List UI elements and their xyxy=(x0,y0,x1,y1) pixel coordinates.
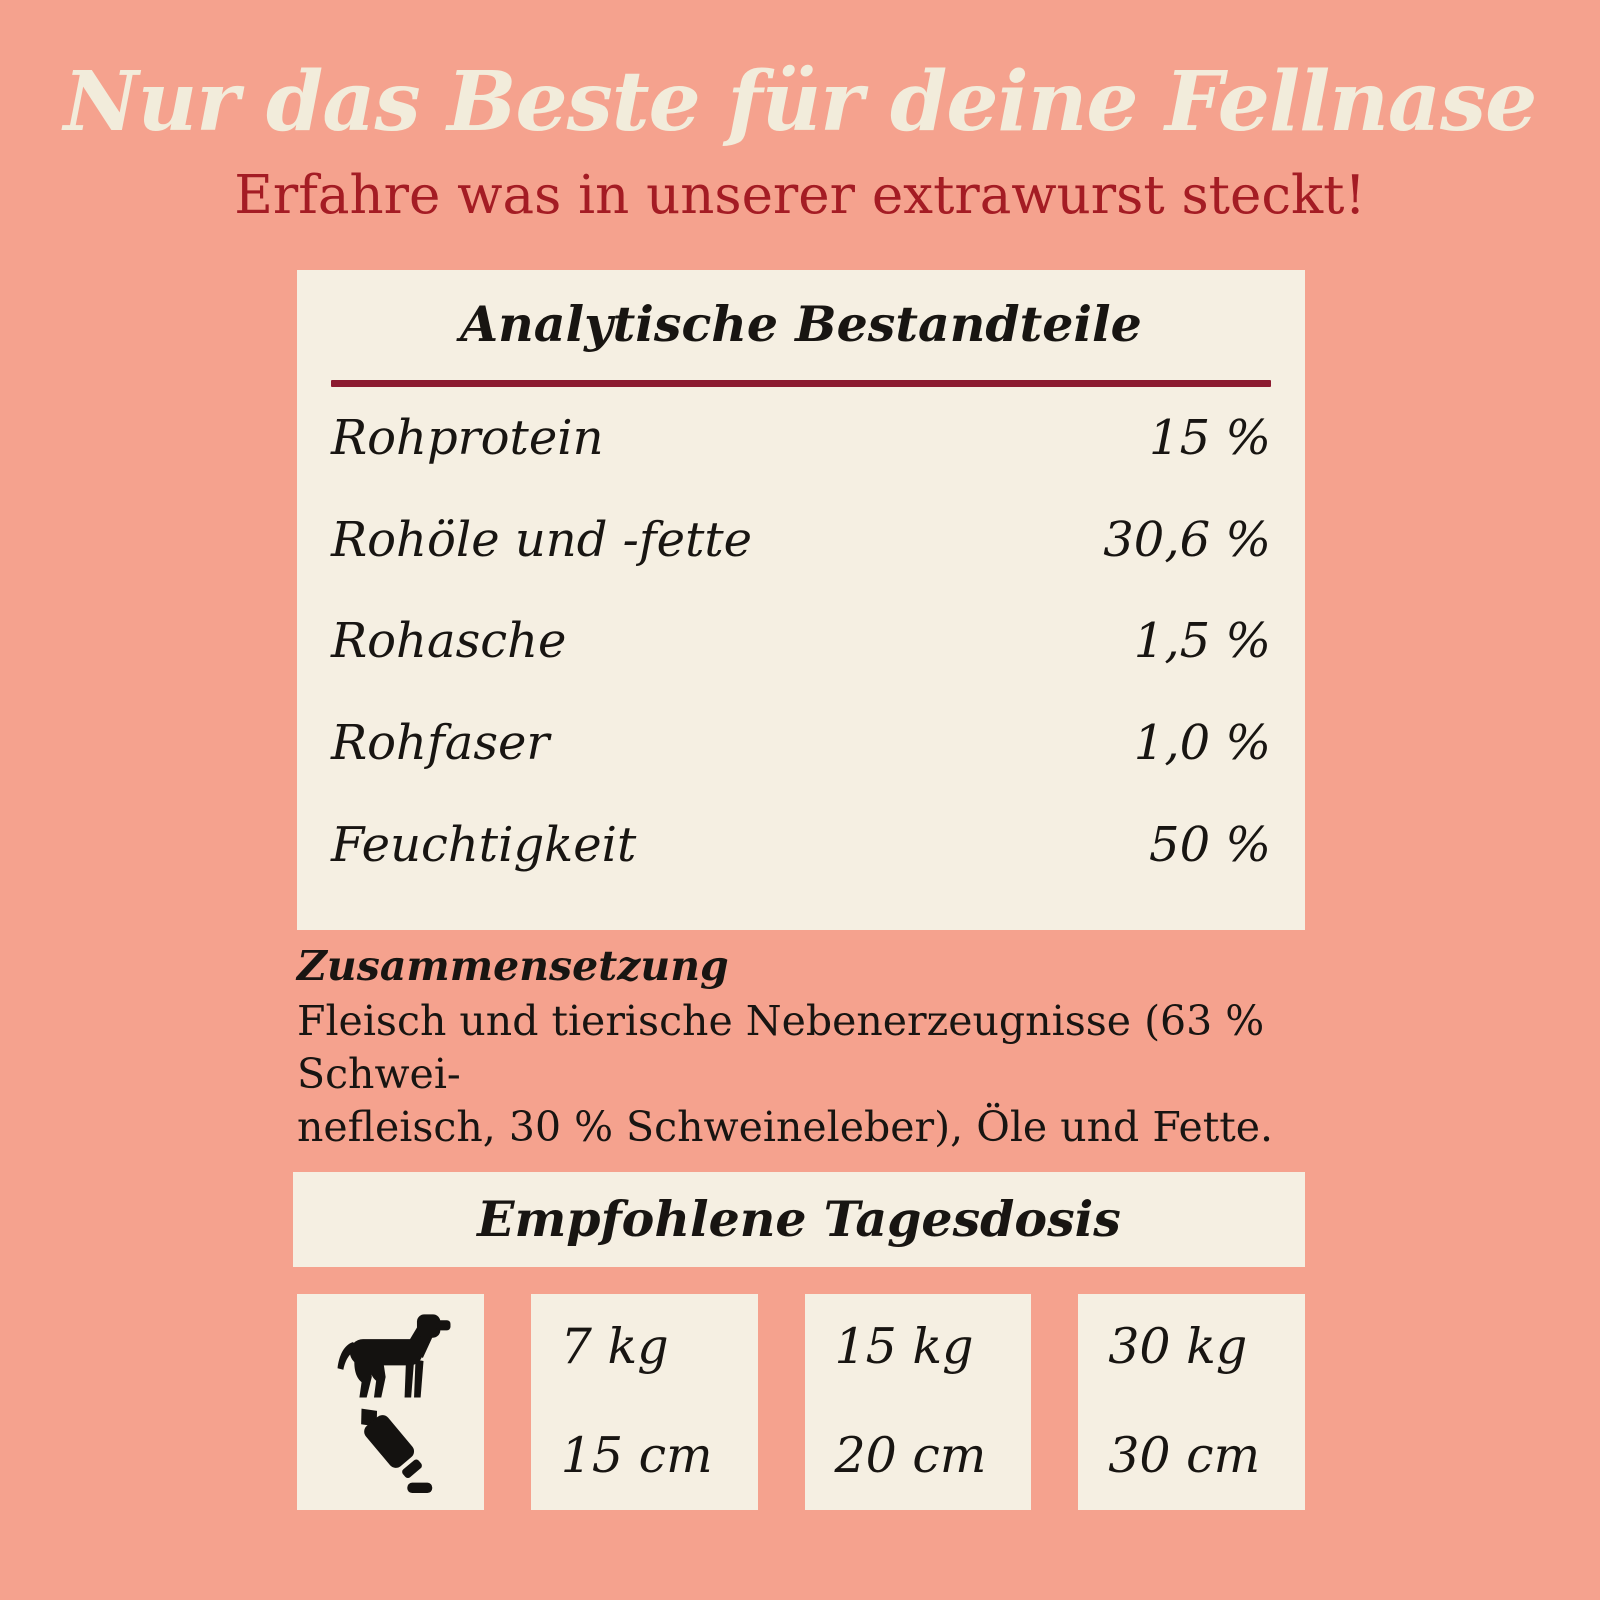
row-value: 1,0 % xyxy=(1133,715,1271,772)
row-value: 15 % xyxy=(1149,409,1271,466)
dose-row: 7 kg 15 cm 15 kg 20 cm 30 kg 30 cm xyxy=(297,1294,1305,1510)
composition-section: Zusammensetzung Fleisch und tierische Ne… xyxy=(297,942,1317,1154)
dose-icon-box xyxy=(297,1294,484,1510)
dose-weight: 15 kg xyxy=(834,1318,974,1375)
row-value: 30,6 % xyxy=(1103,511,1271,568)
table-row: Rohasche 1,5 % xyxy=(331,617,1271,665)
dose-length: 20 cm xyxy=(834,1427,987,1484)
dose-column: 15 kg 20 cm xyxy=(804,1294,1032,1510)
row-value: 1,5 % xyxy=(1133,613,1271,670)
table-row: Feuchtigkeit 50 % xyxy=(331,821,1271,869)
dose-length: 15 cm xyxy=(560,1427,713,1484)
analysis-rows: Rohprotein 15 % Rohöle und -fette 30,6 %… xyxy=(331,387,1271,896)
table-row: Rohprotein 15 % xyxy=(331,414,1271,462)
dose-panel: Empfohlene Tagesdosis xyxy=(293,1172,1305,1267)
page-subtitle: Erfahre was in unserer extrawurst steckt… xyxy=(234,165,1366,226)
row-label: Feuchtigkeit xyxy=(331,817,637,874)
dose-length: 30 cm xyxy=(1108,1427,1261,1484)
row-label: Rohfaser xyxy=(331,715,550,772)
dose-column: 7 kg 15 cm xyxy=(530,1294,758,1510)
dose-weight: 30 kg xyxy=(1108,1318,1248,1375)
row-label: Rohasche xyxy=(331,613,567,670)
composition-title: Zusammensetzung xyxy=(297,942,729,990)
dose-title: Empfohlene Tagesdosis xyxy=(477,1189,1121,1248)
dose-weight: 7 kg xyxy=(560,1318,669,1375)
analysis-title: Analytische Bestandteile xyxy=(460,295,1142,353)
dose-column: 30 kg 30 cm xyxy=(1078,1294,1305,1510)
divider-line xyxy=(331,379,1271,387)
table-row: Rohfaser 1,0 % xyxy=(331,719,1271,767)
page-title: Nur das Beste für deine Fellnase xyxy=(63,54,1538,150)
row-label: Rohprotein xyxy=(331,409,604,466)
sausage-icon xyxy=(361,1408,433,1494)
composition-text-line: nefleisch, 30 % Schweineleber), Öle und … xyxy=(297,1103,1274,1152)
composition-text-line: Fleisch und tierische Nebenerzeugnisse (… xyxy=(297,997,1265,1099)
row-value: 50 % xyxy=(1149,817,1271,874)
dog-icon xyxy=(337,1314,451,1398)
row-label: Rohöle und -fette xyxy=(331,511,753,568)
table-row: Rohöle und -fette 30,6 % xyxy=(331,516,1271,564)
analysis-panel: Analytische Bestandteile Rohprotein 15 %… xyxy=(297,270,1305,930)
